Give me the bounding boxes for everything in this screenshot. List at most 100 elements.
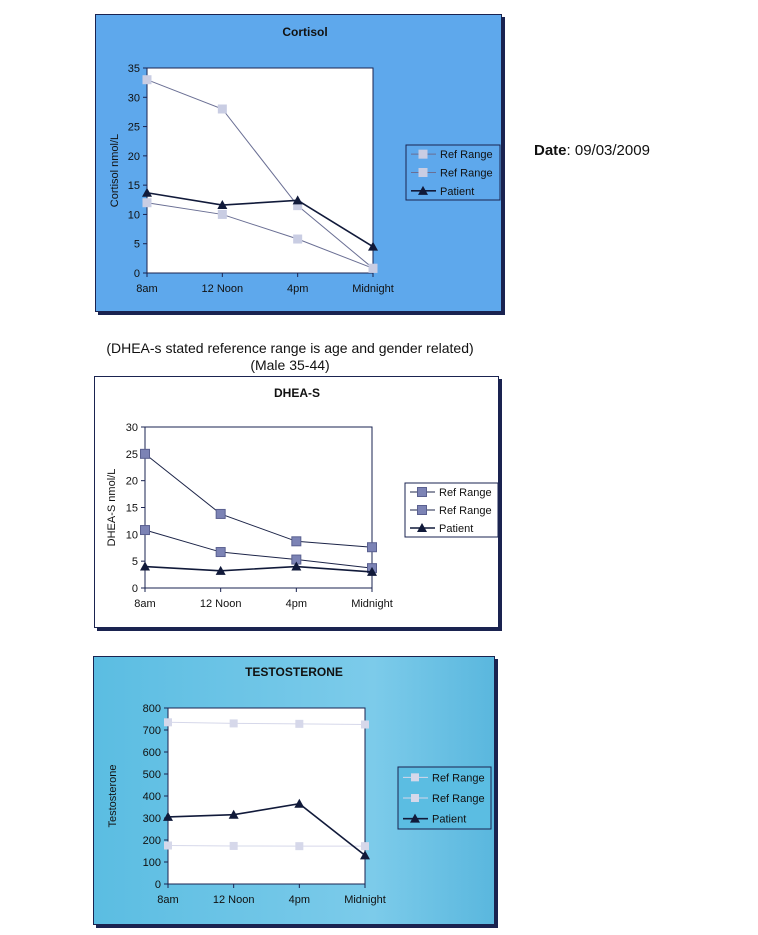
- testosterone-ref-range-point: [164, 841, 172, 850]
- testosterone-y-tick-label: 700: [143, 725, 161, 737]
- dhea-y-tick-label: 10: [126, 529, 138, 541]
- testosterone-legend-square-icon: [411, 794, 419, 802]
- dhea-ref-range-point: [215, 508, 226, 519]
- cortisol-x-tick-label: 8am: [136, 283, 157, 295]
- cortisol-y-tick-label: 30: [128, 92, 140, 104]
- cortisol-y-tick-label: 15: [128, 180, 140, 192]
- cortisol-series-line-3: [146, 191, 374, 248]
- dhea-series-line-1: [144, 453, 373, 548]
- dhea-legend-label: Ref Range: [439, 487, 492, 499]
- dhea-y-tick-label: 15: [126, 503, 138, 515]
- cortisol-legend-label: Ref Range: [440, 168, 493, 180]
- testosterone-ref-range-point: [295, 842, 304, 851]
- testosterone-series-line-3: [167, 802, 366, 857]
- testosterone-patient-point: [360, 850, 370, 860]
- dhea-patient-point: [367, 566, 377, 576]
- testosterone-ref-range-point: [229, 841, 238, 850]
- cortisol-series-line-1: [146, 79, 374, 269]
- date-label: Date: [534, 142, 567, 159]
- testosterone-y-tick-label: 800: [143, 703, 161, 715]
- cortisol-ref-range-point: [293, 234, 303, 244]
- dhea-legend-square-icon: [417, 505, 427, 515]
- testosterone-title: TESTOSTERONE: [245, 665, 343, 679]
- testosterone-y-tick-label: 300: [143, 813, 161, 825]
- dhea-y-tick-label: 0: [132, 583, 138, 595]
- cortisol-patient-point: [142, 187, 152, 197]
- cortisol-patient-point: [292, 195, 303, 205]
- dhea-legend-square-icon: [417, 487, 427, 497]
- date-value: : 09/03/2009: [566, 142, 650, 159]
- dhea-plot-area: [144, 426, 373, 589]
- testosterone-ref-range-point: [361, 842, 369, 851]
- testosterone-legend-label: Patient: [432, 814, 466, 826]
- cortisol-legend-label: Ref Range: [440, 149, 493, 161]
- dhea-y-tick-label: 25: [126, 449, 138, 461]
- dhea-ref-range-point: [140, 525, 150, 536]
- cortisol-ref-range-point: [368, 263, 378, 273]
- dhea-title: DHEA-S: [274, 386, 320, 400]
- cortisol-x-tick-label: 4pm: [287, 283, 308, 295]
- dhea-legend-label: Patient: [439, 523, 473, 535]
- testosterone-ref-range-point: [361, 720, 369, 729]
- dhea-x-tick-label: Midnight: [351, 598, 393, 610]
- cortisol-y-tick-label: 20: [128, 151, 140, 163]
- dhea-y-tick-label: 5: [132, 556, 138, 568]
- testosterone-y-tick-label: 500: [143, 769, 161, 781]
- caption-line-1: (DHEA-s stated reference range is age an…: [106, 340, 474, 356]
- cortisol-y-tick-label: 25: [128, 122, 140, 134]
- cortisol-legend-square-icon: [418, 149, 428, 159]
- dhea-x-tick-label: 12 Noon: [200, 598, 242, 610]
- testosterone-y-tick-label: 100: [143, 857, 161, 869]
- testosterone-series-line-1: [167, 721, 366, 725]
- cortisol-ref-range-point: [217, 104, 227, 114]
- dhea-y-tick-label: 30: [126, 422, 138, 434]
- cortisol-patient-point: [368, 241, 378, 251]
- dhea-legend-label: Ref Range: [439, 505, 492, 517]
- testosterone-patient-point: [294, 798, 305, 808]
- testosterone-patient-point: [228, 809, 239, 819]
- cortisol-ref-range-point: [142, 198, 152, 208]
- cortisol-y-axis-label: Cortisol nmol/L: [109, 134, 121, 207]
- dhea-series-line-2: [144, 529, 373, 569]
- testosterone-series-line-2: [167, 845, 365, 847]
- cortisol-series-line-2: [146, 202, 374, 269]
- testosterone-legend-triangle-icon: [410, 813, 420, 823]
- dhea-ref-range-point: [291, 536, 302, 547]
- testosterone-x-tick-label: 4pm: [289, 894, 310, 906]
- testosterone-x-tick-label: 8am: [157, 894, 178, 906]
- dhea-y-axis-label: DHEA-S nmol/L: [106, 469, 118, 547]
- testosterone-patient-point: [163, 811, 173, 821]
- cortisol-ref-range-point: [293, 201, 303, 211]
- cortisol-patient-point: [217, 200, 228, 210]
- testosterone-y-axis-label: Testosterone: [107, 765, 119, 828]
- cortisol-plot-area: [146, 67, 374, 274]
- dhea-ref-range-point: [367, 542, 377, 553]
- testosterone-legend-label: Ref Range: [432, 772, 485, 784]
- dhea-legend-triangle-icon: [417, 523, 427, 532]
- dhea-x-tick-label: 8am: [134, 598, 155, 610]
- cortisol-y-tick-label: 10: [128, 209, 140, 221]
- testosterone-legend-label: Ref Range: [432, 793, 485, 805]
- testosterone-x-tick-label: 12 Noon: [213, 894, 255, 906]
- cortisol-legend-square-icon: [418, 168, 428, 177]
- testosterone-y-tick-label: 200: [143, 835, 161, 847]
- cortisol-title: Cortisol: [282, 25, 327, 39]
- dhea-patient-point: [140, 561, 150, 571]
- testosterone-legend-square-icon: [411, 773, 419, 782]
- dhea-x-tick-label: 4pm: [286, 598, 307, 610]
- cortisol-ref-range-point: [217, 209, 227, 219]
- cortisol-legend-label: Patient: [440, 186, 474, 198]
- testosterone-plot-area: [167, 707, 366, 885]
- testosterone-ref-range-point: [229, 719, 238, 728]
- dhea-patient-point: [215, 565, 226, 575]
- cortisol-y-tick-label: 5: [134, 239, 140, 251]
- dhea-y-tick-label: 20: [126, 476, 138, 488]
- dhea-ref-range-point: [140, 448, 150, 459]
- date-text: Date: 09/03/2009: [534, 142, 650, 159]
- testosterone-ref-range-point: [295, 719, 304, 728]
- cortisol-ref-range-point: [142, 75, 152, 85]
- dhea-ref-range-point: [215, 547, 226, 558]
- cortisol-y-tick-label: 35: [128, 63, 140, 75]
- caption-line-2: (Male 35-44): [250, 357, 330, 373]
